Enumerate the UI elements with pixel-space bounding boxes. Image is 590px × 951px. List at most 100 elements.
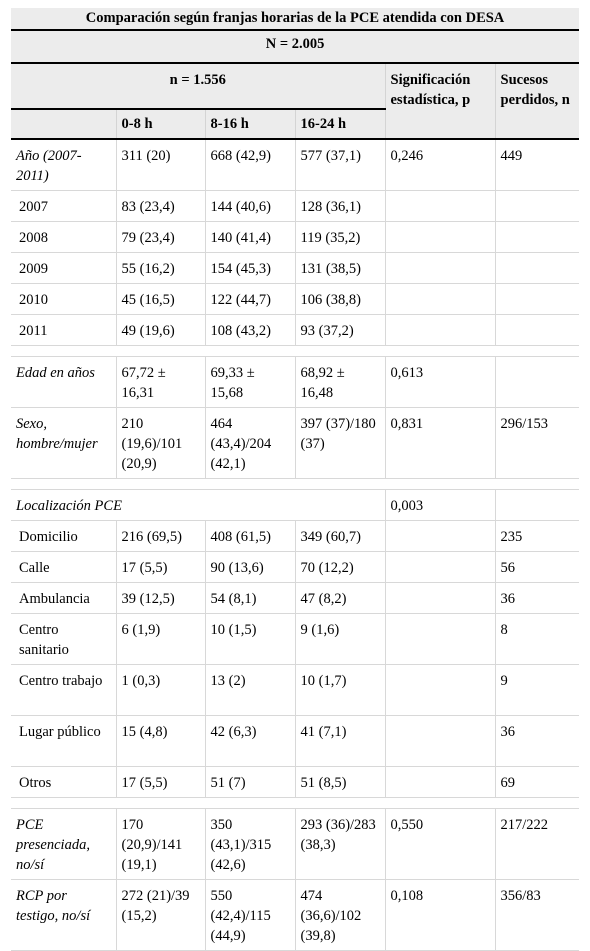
cell: 216 (69,5) bbox=[115, 520, 206, 552]
row-label: 2009 bbox=[11, 252, 117, 284]
table-title: Comparación según franjas horarias de la… bbox=[11, 8, 580, 31]
cell: 49 (19,6) bbox=[115, 314, 206, 346]
cell: 550 (42,4)/115 (44,9) bbox=[204, 879, 296, 951]
cell: 349 (60,7) bbox=[294, 520, 386, 552]
cell bbox=[384, 520, 496, 552]
table-row: PCE presenciada, no/sí 170 (20,9)/141 (1… bbox=[11, 808, 580, 880]
cell: 397 (37)/180 (37) bbox=[294, 407, 386, 479]
cell: 9 bbox=[494, 664, 580, 716]
cell bbox=[494, 190, 580, 222]
cell bbox=[384, 221, 496, 253]
cell bbox=[384, 283, 496, 315]
table-row: Otros 17 (5,5) 51 (7) 51 (8,5) 69 bbox=[11, 766, 580, 798]
row-label: Domicilio bbox=[11, 520, 117, 552]
cell: 36 bbox=[494, 582, 580, 614]
cell bbox=[384, 715, 496, 767]
spacer bbox=[11, 478, 580, 490]
cell bbox=[494, 283, 580, 315]
table-row: RCP por testigo, no/sí 272 (21)/39 (15,2… bbox=[11, 879, 580, 951]
cell: 17 (5,5) bbox=[115, 766, 206, 798]
row-label: 2007 bbox=[11, 190, 117, 222]
cell: 1 (0,3) bbox=[115, 664, 206, 716]
row-label: Sexo, hombre/mujer bbox=[11, 407, 117, 479]
cell: 47 (8,2) bbox=[294, 582, 386, 614]
table-row: 2008 79 (23,4) 140 (41,4) 119 (35,2) bbox=[11, 221, 580, 253]
cell: 56 bbox=[494, 551, 580, 583]
cell: 9 (1,6) bbox=[294, 613, 386, 665]
cell: 0,831 bbox=[384, 407, 496, 479]
table-row: Año (2007-2011) 311 (20) 668 (42,9) 577 … bbox=[11, 138, 580, 191]
spacer bbox=[11, 345, 580, 357]
cell: 350 (43,1)/315 (42,6) bbox=[204, 808, 296, 880]
table-row: Ambulancia 39 (12,5) 54 (8,1) 47 (8,2) 3… bbox=[11, 582, 580, 614]
header-blank bbox=[11, 109, 117, 140]
cell: 70 (12,2) bbox=[294, 551, 386, 583]
cell bbox=[494, 314, 580, 346]
cell: 45 (16,5) bbox=[115, 283, 206, 315]
table-row: Lugar público 15 (4,8) 42 (6,3) 41 (7,1)… bbox=[11, 715, 580, 767]
cell bbox=[494, 221, 580, 253]
cell bbox=[494, 489, 580, 521]
header-lost-events: Sucesos perdidos, n bbox=[495, 63, 580, 140]
cell: 108 (43,2) bbox=[204, 314, 296, 346]
cell: 10 (1,7) bbox=[294, 664, 386, 716]
row-label: Ambulancia bbox=[11, 582, 117, 614]
cell: 68,92 ± 16,48 bbox=[294, 356, 386, 408]
total-n: N = 2.005 bbox=[11, 30, 580, 64]
cell bbox=[384, 664, 496, 716]
cell bbox=[494, 252, 580, 284]
cell: 69,33 ± 15,68 bbox=[204, 356, 296, 408]
cell: 235 bbox=[494, 520, 580, 552]
cell bbox=[384, 613, 496, 665]
cell: 0,246 bbox=[384, 138, 496, 191]
row-label: Centro sanitario bbox=[11, 613, 117, 665]
row-label: 2010 bbox=[11, 283, 117, 315]
cell: 39 (12,5) bbox=[115, 582, 206, 614]
table-row: Localización PCE 0,003 bbox=[11, 489, 580, 521]
spacer bbox=[11, 797, 580, 809]
table-row: Sexo, hombre/mujer 210 (19,6)/101 (20,9)… bbox=[11, 407, 580, 479]
cell bbox=[384, 551, 496, 583]
cell: 154 (45,3) bbox=[204, 252, 296, 284]
header-16-24: 16-24 h bbox=[295, 109, 386, 140]
cell bbox=[384, 190, 496, 222]
cell: 311 (20) bbox=[115, 138, 206, 191]
table-row: Calle 17 (5,5) 90 (13,6) 70 (12,2) 56 bbox=[11, 551, 580, 583]
cell: 67,72 ± 16,31 bbox=[115, 356, 206, 408]
table-row: Domicilio 216 (69,5) 408 (61,5) 349 (60,… bbox=[11, 520, 580, 552]
cell: 90 (13,6) bbox=[204, 551, 296, 583]
cell bbox=[384, 582, 496, 614]
cell: 122 (44,7) bbox=[204, 283, 296, 315]
row-label: Localización PCE bbox=[11, 489, 386, 521]
table-row: 2010 45 (16,5) 122 (44,7) 106 (38,8) bbox=[11, 283, 580, 315]
results-table-container: Comparación según franjas horarias de la… bbox=[11, 8, 580, 951]
cell bbox=[384, 766, 496, 798]
header-8-16: 8-16 h bbox=[205, 109, 296, 140]
cell: 272 (21)/39 (15,2) bbox=[115, 879, 206, 951]
cell: 474 (36,6)/102 (39,8) bbox=[294, 879, 386, 951]
cell: 17 (5,5) bbox=[115, 551, 206, 583]
spacer-row bbox=[11, 345, 580, 357]
cell: 51 (8,5) bbox=[294, 766, 386, 798]
cell: 6 (1,9) bbox=[115, 613, 206, 665]
cell: 42 (6,3) bbox=[204, 715, 296, 767]
sub-n: n = 1.556 bbox=[11, 63, 385, 110]
cell: 577 (37,1) bbox=[294, 138, 386, 191]
cell: 217/222 bbox=[494, 808, 580, 880]
table-row: 2007 83 (23,4) 144 (40,6) 128 (36,1) bbox=[11, 190, 580, 222]
cell: 293 (36)/283 (38,3) bbox=[294, 808, 386, 880]
row-label: Otros bbox=[11, 766, 117, 798]
cell: 170 (20,9)/141 (19,1) bbox=[115, 808, 206, 880]
cell: 408 (61,5) bbox=[204, 520, 296, 552]
cell: 15 (4,8) bbox=[115, 715, 206, 767]
cell: 55 (16,2) bbox=[115, 252, 206, 284]
row-label: PCE presenciada, no/sí bbox=[11, 808, 117, 880]
row-label: RCP por testigo, no/sí bbox=[11, 879, 117, 951]
row-label: 2011 bbox=[11, 314, 117, 346]
cell: 0,108 bbox=[384, 879, 496, 951]
cell: 83 (23,4) bbox=[115, 190, 206, 222]
cell: 69 bbox=[494, 766, 580, 798]
cell: 131 (38,5) bbox=[294, 252, 386, 284]
cell: 210 (19,6)/101 (20,9) bbox=[115, 407, 206, 479]
results-table: Comparación según franjas horarias de la… bbox=[11, 8, 580, 951]
